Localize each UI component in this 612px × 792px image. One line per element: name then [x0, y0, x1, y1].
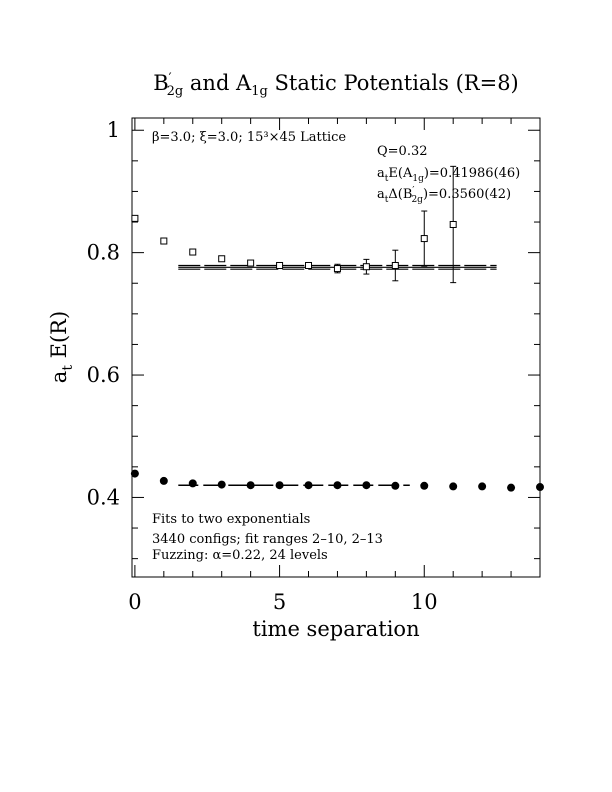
chart-title: B′ 2g and A1g Static Potentials (R=8) [153, 71, 519, 99]
data-point-circle [304, 481, 313, 490]
data-point-square [305, 261, 313, 269]
data-point-square [333, 265, 341, 273]
data-marks [130, 165, 544, 492]
data-point-circle [159, 476, 168, 485]
data-point-square [449, 220, 457, 228]
data-point-circle [478, 482, 487, 491]
plot-frame [131, 117, 541, 578]
data-point-circle [188, 479, 197, 488]
configs-annotation: 3440 configs; fit ranges 2–10, 2–13 [152, 532, 383, 547]
data-point-circle [362, 481, 371, 490]
x-axis-label: time separation [252, 617, 419, 641]
y-tick-label: 0.4 [87, 485, 120, 509]
data-point-circle [391, 481, 400, 490]
data-point-square [218, 255, 226, 263]
fits-annotation: Fits to two exponentials [152, 512, 310, 527]
data-point-circle [420, 481, 429, 490]
data-point-square [131, 214, 139, 222]
y-axis-label: at E(R) [47, 311, 76, 383]
data-point-circle [130, 469, 139, 478]
data-point-square [189, 248, 197, 256]
gap-annotation: atΔ(B′ 2g)=0.3560(42) [377, 186, 511, 205]
data-point-circle [333, 481, 342, 490]
lattice-annotation: β=3.0; ξ=3.0; 15³×45 Lattice [152, 130, 346, 145]
x-tick-label: 0 [128, 590, 141, 614]
data-point-square [247, 259, 255, 267]
data-point-circle [246, 481, 255, 490]
y-tick-label: 0.8 [87, 241, 120, 265]
fuzzing-annotation: Fuzzing: α=0.22, 24 levels [152, 548, 328, 563]
fit-lines [178, 264, 497, 486]
data-point-square [362, 263, 370, 271]
x-tick-label: 5 [273, 590, 286, 614]
data-point-circle [449, 482, 458, 491]
data-point-square [276, 261, 284, 269]
data-point-circle [536, 483, 544, 492]
data-point-square [160, 237, 168, 245]
data-point-circle [275, 481, 284, 490]
data-point-square [391, 261, 399, 269]
y-tick-label: 1 [107, 118, 120, 142]
data-point-circle [217, 480, 226, 489]
x-tick-label: 10 [411, 590, 438, 614]
energy-annotation: atE(A1g)=0.41986(46) [377, 166, 520, 184]
q-annotation: Q=0.32 [377, 144, 428, 159]
axis-ticks: 0 5 10 0.4 0.6 0.8 1 [87, 118, 540, 614]
y-tick-label: 0.6 [87, 363, 120, 387]
data-point-circle [507, 483, 516, 492]
data-point-square [420, 235, 428, 243]
